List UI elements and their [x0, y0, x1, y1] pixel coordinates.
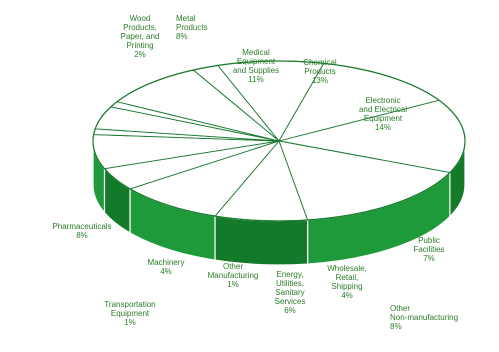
slice-label-energy-utilities: Energy, Utilities, Sanitary Services 6%: [274, 270, 306, 315]
pie-side-segment-5-0: [214, 215, 309, 266]
slice-label-metal-products: Metal Products 8%: [176, 14, 208, 41]
slice-label-wholesale-retail: Wholesale, Retail, Shipping 4%: [327, 264, 367, 300]
slice-label-pharmaceuticals: Pharmaceuticals 8%: [52, 222, 112, 240]
slice-label-chemical-products: Chemical Products 13%: [303, 58, 337, 85]
slice-label-transportation-equipment: Transportation Equipment 1%: [104, 300, 156, 327]
slice-label-public-facilities: Public Facilities 7%: [413, 236, 445, 263]
slice-label-other-non-manufacturing: Other Non-manufacturing 8%: [390, 304, 459, 331]
slice-label-wood-products: Wood Products, Paper, and Printing 2%: [120, 14, 160, 59]
slice-label-medical-equipment: Medical Equipment and Supplies 11%: [232, 48, 280, 84]
slice-label-machinery: Machinery 4%: [147, 258, 185, 276]
pie-rim: [92, 60, 466, 222]
slice-label-electronic-electrical: Electronic and Electrical Equipment 14%: [358, 96, 408, 132]
slice-label-other-manufacturing: Other Manufacturing 1%: [207, 262, 259, 289]
